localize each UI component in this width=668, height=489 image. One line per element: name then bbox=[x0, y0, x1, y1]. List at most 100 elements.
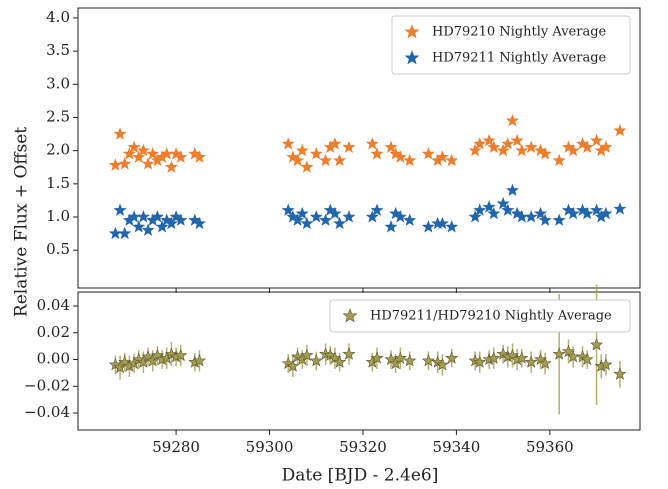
star-marker bbox=[487, 140, 501, 153]
star-marker bbox=[421, 220, 435, 233]
star-marker bbox=[365, 137, 379, 150]
y-tick-label: 0.00 bbox=[37, 350, 70, 368]
star-marker bbox=[524, 355, 538, 368]
star-marker bbox=[487, 206, 501, 220]
plot-frame bbox=[77, 291, 641, 431]
star-marker bbox=[118, 157, 132, 170]
star-marker bbox=[393, 210, 407, 223]
star-marker bbox=[613, 123, 627, 137]
star-marker bbox=[515, 143, 529, 157]
legend-label: HD79210 Nightly Average bbox=[432, 25, 607, 40]
star-marker bbox=[132, 220, 146, 233]
star-marker bbox=[505, 183, 519, 197]
star-marker bbox=[482, 200, 496, 213]
star-marker bbox=[510, 133, 524, 147]
y-axis-label: Relative Flux + Offset bbox=[12, 127, 32, 317]
star-marker bbox=[146, 147, 160, 160]
star-marker bbox=[435, 150, 449, 163]
star-marker bbox=[580, 206, 594, 220]
star-marker bbox=[141, 223, 155, 236]
star-marker bbox=[599, 358, 613, 371]
star-marker bbox=[328, 206, 342, 220]
legend: HD79211/HD79210 Nightly Average bbox=[329, 299, 631, 333]
star-marker bbox=[384, 220, 398, 233]
star-marker bbox=[496, 196, 510, 210]
star-marker bbox=[365, 210, 379, 223]
star-marker bbox=[141, 157, 155, 170]
star-marker bbox=[192, 216, 206, 230]
star-marker bbox=[421, 147, 435, 160]
star-marker bbox=[538, 213, 552, 226]
star-marker bbox=[552, 213, 566, 226]
star-marker bbox=[333, 153, 347, 167]
star-marker bbox=[150, 210, 164, 223]
star-marker bbox=[403, 153, 417, 167]
star-marker bbox=[590, 203, 604, 216]
star-marker bbox=[552, 347, 566, 360]
star-marker bbox=[319, 153, 333, 167]
star-marker bbox=[300, 348, 314, 362]
star-marker bbox=[122, 147, 136, 160]
star-marker bbox=[496, 143, 510, 157]
star-marker bbox=[580, 352, 594, 366]
star-marker bbox=[108, 226, 122, 240]
star-marker bbox=[445, 351, 459, 364]
y-tick-label: 0.02 bbox=[37, 323, 70, 341]
y-tick-label: 1.5 bbox=[46, 174, 70, 192]
star-marker bbox=[524, 210, 538, 223]
y-tick-label: 4.0 bbox=[46, 8, 70, 26]
data-layer bbox=[108, 284, 627, 415]
star-marker bbox=[501, 203, 515, 216]
star-marker bbox=[370, 147, 384, 160]
y-tick-label: 2.0 bbox=[46, 141, 70, 159]
star-marker bbox=[333, 355, 347, 368]
star-marker bbox=[174, 150, 188, 163]
y-tick-label: 3.5 bbox=[46, 41, 70, 59]
star-marker bbox=[192, 354, 206, 367]
x-tick-label: 59300 bbox=[246, 438, 294, 456]
star-marker bbox=[552, 153, 566, 167]
star-marker bbox=[132, 150, 146, 163]
star-marker bbox=[342, 140, 356, 153]
y-tick-label: 1.0 bbox=[46, 207, 70, 225]
star-marker bbox=[590, 337, 604, 351]
star-marker bbox=[590, 133, 604, 147]
star-marker bbox=[384, 140, 398, 153]
star-marker bbox=[309, 147, 323, 160]
star-marker bbox=[342, 347, 356, 360]
x-tick-label: 59340 bbox=[433, 438, 481, 456]
star-marker bbox=[127, 140, 141, 153]
legend-marker bbox=[404, 50, 420, 65]
legend-label: HD79211/HD79210 Nightly Average bbox=[370, 309, 612, 324]
star-marker bbox=[505, 113, 519, 127]
star-marker bbox=[155, 220, 169, 233]
star-marker bbox=[300, 160, 314, 173]
y-tick-label: 3.0 bbox=[46, 74, 70, 92]
legend-box bbox=[329, 299, 631, 333]
star-marker bbox=[309, 210, 323, 223]
star-marker bbox=[435, 216, 449, 230]
star-marker bbox=[136, 210, 150, 223]
star-marker bbox=[393, 150, 407, 163]
star-marker bbox=[566, 206, 580, 220]
star-marker bbox=[370, 203, 384, 216]
star-marker bbox=[370, 351, 384, 364]
star-marker bbox=[566, 143, 580, 157]
star-marker bbox=[482, 133, 496, 147]
y-tick-label: −0.04 bbox=[24, 403, 70, 421]
star-marker bbox=[403, 354, 417, 367]
legend-box bbox=[391, 15, 631, 75]
star-marker bbox=[113, 127, 127, 140]
star-marker bbox=[524, 140, 538, 153]
star-marker bbox=[538, 147, 552, 160]
star-marker bbox=[473, 355, 487, 368]
star-marker bbox=[421, 354, 435, 367]
star-marker bbox=[192, 150, 206, 163]
star-marker bbox=[403, 213, 417, 226]
star-marker bbox=[108, 158, 122, 171]
star-marker bbox=[473, 203, 487, 216]
star-marker bbox=[118, 226, 132, 240]
star-marker bbox=[487, 351, 501, 364]
y-tick-label: 0.04 bbox=[37, 296, 70, 314]
star-marker bbox=[501, 137, 515, 150]
